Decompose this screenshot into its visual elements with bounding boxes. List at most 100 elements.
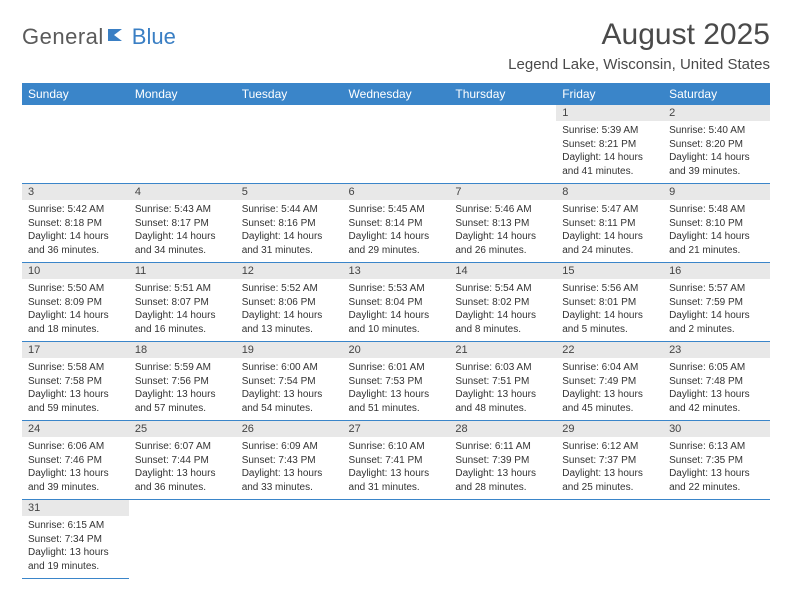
calendar-cell: 8Sunrise: 5:47 AMSunset: 8:11 PMDaylight… [556,184,663,263]
sunset-line: Sunset: 7:43 PM [242,455,316,466]
day-body: Sunrise: 5:47 AMSunset: 8:11 PMDaylight:… [556,200,663,262]
calendar-cell: 18Sunrise: 5:59 AMSunset: 7:56 PMDayligh… [129,342,236,421]
daylight-line: Daylight: 13 hours and 45 minutes. [562,389,643,414]
calendar-cell: 16Sunrise: 5:57 AMSunset: 7:59 PMDayligh… [663,263,770,342]
day-body: Sunrise: 6:11 AMSunset: 7:39 PMDaylight:… [449,437,556,499]
day-body: Sunrise: 5:48 AMSunset: 8:10 PMDaylight:… [663,200,770,262]
day-body: Sunrise: 5:50 AMSunset: 8:09 PMDaylight:… [22,279,129,341]
calendar-cell: 20Sunrise: 6:01 AMSunset: 7:53 PMDayligh… [343,342,450,421]
sunset-line: Sunset: 8:20 PM [669,139,743,150]
sunset-line: Sunset: 7:53 PM [349,376,423,387]
daylight-line: Daylight: 13 hours and 54 minutes. [242,389,323,414]
sunrise-line: Sunrise: 5:45 AM [349,204,425,215]
day-body: Sunrise: 5:53 AMSunset: 8:04 PMDaylight:… [343,279,450,341]
sunrise-line: Sunrise: 6:09 AM [242,441,318,452]
day-body: Sunrise: 5:39 AMSunset: 8:21 PMDaylight:… [556,121,663,183]
calendar-cell-empty [343,500,450,579]
sunset-line: Sunset: 8:11 PM [562,218,635,229]
sunset-line: Sunset: 8:06 PM [242,297,316,308]
day-body: Sunrise: 5:40 AMSunset: 8:20 PMDaylight:… [663,121,770,183]
sunrise-line: Sunrise: 6:15 AM [28,520,104,531]
day-body: Sunrise: 6:15 AMSunset: 7:34 PMDaylight:… [22,516,129,578]
sunset-line: Sunset: 7:39 PM [455,455,529,466]
day-number: 28 [449,421,556,437]
calendar-cell: 28Sunrise: 6:11 AMSunset: 7:39 PMDayligh… [449,421,556,500]
calendar-cell: 29Sunrise: 6:12 AMSunset: 7:37 PMDayligh… [556,421,663,500]
day-number: 13 [343,263,450,279]
day-number: 18 [129,342,236,358]
sunrise-line: Sunrise: 5:57 AM [669,283,745,294]
sunset-line: Sunset: 7:58 PM [28,376,102,387]
weekday-header: Sunday [22,83,129,105]
calendar-cell: 31Sunrise: 6:15 AMSunset: 7:34 PMDayligh… [22,500,129,579]
sunset-line: Sunset: 8:09 PM [28,297,102,308]
daylight-line: Daylight: 13 hours and 19 minutes. [28,547,109,572]
sunrise-line: Sunrise: 6:10 AM [349,441,425,452]
daylight-line: Daylight: 13 hours and 31 minutes. [349,468,430,493]
day-body: Sunrise: 6:07 AMSunset: 7:44 PMDaylight:… [129,437,236,499]
sunrise-line: Sunrise: 5:44 AM [242,204,318,215]
daylight-line: Daylight: 14 hours and 8 minutes. [455,310,536,335]
daylight-line: Daylight: 13 hours and 59 minutes. [28,389,109,414]
sunrise-line: Sunrise: 6:04 AM [562,362,638,373]
calendar-cell: 6Sunrise: 5:45 AMSunset: 8:14 PMDaylight… [343,184,450,263]
sunset-line: Sunset: 8:04 PM [349,297,423,308]
calendar-cell: 2Sunrise: 5:40 AMSunset: 8:20 PMDaylight… [663,105,770,184]
calendar-cell: 21Sunrise: 6:03 AMSunset: 7:51 PMDayligh… [449,342,556,421]
sunset-line: Sunset: 7:35 PM [669,455,743,466]
day-body: Sunrise: 6:04 AMSunset: 7:49 PMDaylight:… [556,358,663,420]
logo: General Blue [22,24,176,50]
day-number: 7 [449,184,556,200]
day-number: 8 [556,184,663,200]
sunrise-line: Sunrise: 5:47 AM [562,204,638,215]
day-body: Sunrise: 5:44 AMSunset: 8:16 PMDaylight:… [236,200,343,262]
month-title: August 2025 [508,18,770,52]
day-body: Sunrise: 5:46 AMSunset: 8:13 PMDaylight:… [449,200,556,262]
sunset-line: Sunset: 7:46 PM [28,455,102,466]
calendar-cell: 13Sunrise: 5:53 AMSunset: 8:04 PMDayligh… [343,263,450,342]
sunrise-line: Sunrise: 6:07 AM [135,441,211,452]
sunrise-line: Sunrise: 5:52 AM [242,283,318,294]
calendar-cell: 5Sunrise: 5:44 AMSunset: 8:16 PMDaylight… [236,184,343,263]
day-number: 15 [556,263,663,279]
calendar-cell: 14Sunrise: 5:54 AMSunset: 8:02 PMDayligh… [449,263,556,342]
day-body: Sunrise: 6:05 AMSunset: 7:48 PMDaylight:… [663,358,770,420]
day-number: 24 [22,421,129,437]
sunrise-line: Sunrise: 5:59 AM [135,362,211,373]
daylight-line: Daylight: 14 hours and 26 minutes. [455,231,536,256]
logo-text-general: General [22,24,104,50]
day-number: 6 [343,184,450,200]
calendar-cell: 3Sunrise: 5:42 AMSunset: 8:18 PMDaylight… [22,184,129,263]
sunset-line: Sunset: 8:16 PM [242,218,316,229]
daylight-line: Daylight: 13 hours and 48 minutes. [455,389,536,414]
weekday-header: Thursday [449,83,556,105]
sunrise-line: Sunrise: 5:40 AM [669,125,745,136]
sunset-line: Sunset: 7:41 PM [349,455,423,466]
day-number: 11 [129,263,236,279]
calendar-cell: 1Sunrise: 5:39 AMSunset: 8:21 PMDaylight… [556,105,663,184]
sunrise-line: Sunrise: 5:50 AM [28,283,104,294]
calendar-cell: 23Sunrise: 6:05 AMSunset: 7:48 PMDayligh… [663,342,770,421]
location-subtitle: Legend Lake, Wisconsin, United States [508,56,770,73]
day-number: 9 [663,184,770,200]
calendar-cell: 27Sunrise: 6:10 AMSunset: 7:41 PMDayligh… [343,421,450,500]
day-number: 1 [556,105,663,121]
day-body: Sunrise: 5:57 AMSunset: 7:59 PMDaylight:… [663,279,770,341]
day-number: 30 [663,421,770,437]
weekday-header: Tuesday [236,83,343,105]
day-body: Sunrise: 5:52 AMSunset: 8:06 PMDaylight:… [236,279,343,341]
day-body: Sunrise: 6:01 AMSunset: 7:53 PMDaylight:… [343,358,450,420]
header: General Blue August 2025 Legend Lake, Wi… [22,18,770,73]
calendar-cell: 4Sunrise: 5:43 AMSunset: 8:17 PMDaylight… [129,184,236,263]
daylight-line: Daylight: 14 hours and 29 minutes. [349,231,430,256]
daylight-line: Daylight: 14 hours and 5 minutes. [562,310,643,335]
day-body: Sunrise: 5:45 AMSunset: 8:14 PMDaylight:… [343,200,450,262]
sunrise-line: Sunrise: 6:05 AM [669,362,745,373]
calendar-cell: 9Sunrise: 5:48 AMSunset: 8:10 PMDaylight… [663,184,770,263]
sunset-line: Sunset: 7:59 PM [669,297,743,308]
sunrise-line: Sunrise: 5:56 AM [562,283,638,294]
daylight-line: Daylight: 13 hours and 22 minutes. [669,468,750,493]
sunrise-line: Sunrise: 5:42 AM [28,204,104,215]
daylight-line: Daylight: 13 hours and 39 minutes. [28,468,109,493]
calendar-cell: 10Sunrise: 5:50 AMSunset: 8:09 PMDayligh… [22,263,129,342]
